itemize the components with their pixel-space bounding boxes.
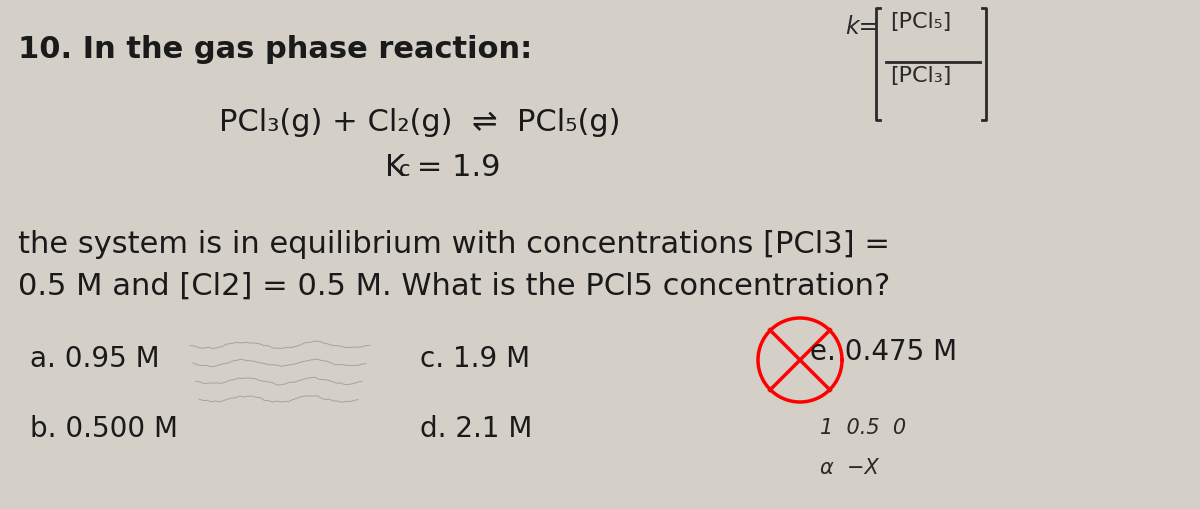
Text: 1  0.5  0: 1 0.5 0 xyxy=(820,418,906,438)
Text: b. 0.500 M: b. 0.500 M xyxy=(30,415,178,443)
Text: 10. In the gas phase reaction:: 10. In the gas phase reaction: xyxy=(18,35,533,64)
Text: d. 2.1 M: d. 2.1 M xyxy=(420,415,533,443)
Text: 0.5 M and [Cl2] = 0.5 M. What is the PCl5 concentration?: 0.5 M and [Cl2] = 0.5 M. What is the PCl… xyxy=(18,272,890,301)
Text: [PCl₅]: [PCl₅] xyxy=(890,12,952,32)
Text: c. 1.9 M: c. 1.9 M xyxy=(420,345,530,373)
Text: a. 0.95 M: a. 0.95 M xyxy=(30,345,160,373)
Text: [PCl₃]: [PCl₃] xyxy=(890,66,952,86)
Text: c: c xyxy=(398,160,410,180)
Text: = 1.9: = 1.9 xyxy=(407,153,500,182)
Text: the system is in equilibrium with concentrations [PCl3] =: the system is in equilibrium with concen… xyxy=(18,230,890,259)
Text: α  −X: α −X xyxy=(820,458,878,478)
Text: k=: k= xyxy=(845,15,878,39)
Text: K: K xyxy=(385,153,406,182)
Text: e. 0.475 M: e. 0.475 M xyxy=(810,338,958,366)
Text: PCl₃(g) + Cl₂(g)  ⇌  PCl₅(g): PCl₃(g) + Cl₂(g) ⇌ PCl₅(g) xyxy=(220,108,620,137)
